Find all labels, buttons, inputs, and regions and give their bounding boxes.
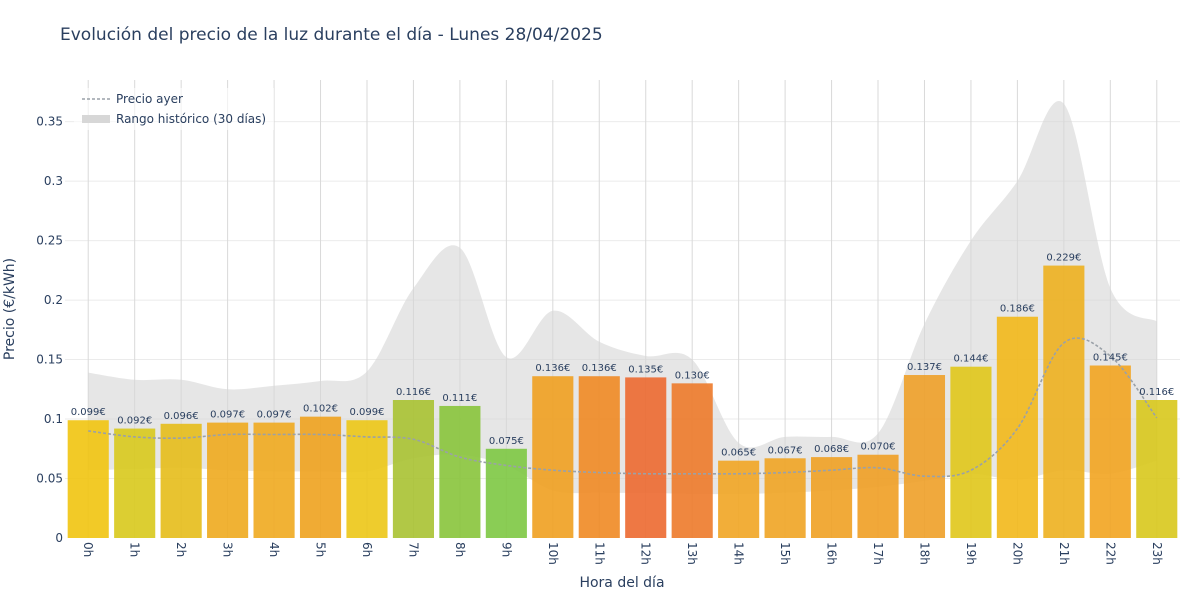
- y-tick-label: 0.05: [36, 472, 63, 486]
- data-label-18h: 0.137€: [907, 362, 942, 373]
- bar-7h: [392, 400, 434, 538]
- x-tick-label: 0h: [81, 542, 95, 557]
- data-label-12h: 0.135€: [628, 364, 663, 375]
- x-tick-label: 21h: [1057, 542, 1071, 565]
- data-label-11h: 0.136€: [582, 363, 617, 374]
- bar-15h: [764, 458, 806, 538]
- data-label-7h: 0.116€: [396, 387, 431, 398]
- data-label-14h: 0.065€: [721, 448, 756, 459]
- y-axis-ticks: 0 0.05 0.1 0.15 0.2 0.25 0.3 0.35: [36, 115, 63, 545]
- bar-0h: [67, 420, 109, 538]
- data-label-1h: 0.092€: [117, 416, 152, 427]
- data-label-10h: 0.136€: [535, 363, 570, 374]
- x-tick-label: 3h: [221, 542, 235, 557]
- x-tick-label: 8h: [453, 542, 467, 557]
- x-tick-label: 15h: [778, 542, 792, 565]
- x-tick-label: 9h: [499, 542, 513, 557]
- bar-5h: [299, 416, 342, 538]
- x-tick-label: 19h: [964, 542, 978, 565]
- data-label-2h: 0.096€: [164, 411, 199, 422]
- yesterday-line-group: [88, 337, 1158, 478]
- legend-range-swatch: [82, 115, 110, 123]
- x-axis-title: Hora del día: [579, 575, 664, 591]
- data-label-13h: 0.130€: [675, 370, 710, 381]
- legend-yesterday-label: Precio ayer: [116, 92, 183, 106]
- y-tick-label: 0.2: [44, 293, 63, 307]
- x-tick-label: 17h: [871, 542, 885, 565]
- x-tick-label: 7h: [406, 542, 420, 557]
- data-label-5h: 0.102€: [303, 404, 338, 415]
- data-label-19h: 0.144€: [953, 354, 988, 365]
- bar-10h: [532, 376, 574, 538]
- bar-8h: [439, 405, 481, 538]
- y-tick-label: 0: [55, 531, 63, 545]
- y-tick-label: 0.3: [44, 174, 63, 188]
- bar-4h: [253, 422, 295, 538]
- x-tick-label: 12h: [639, 542, 653, 565]
- bar-3h: [207, 422, 249, 538]
- x-tick-label: 20h: [1010, 542, 1024, 565]
- bar-22h: [1089, 365, 1131, 538]
- bar-9h: [485, 448, 527, 538]
- bar-11h: [578, 376, 620, 538]
- chart-title: Evolución del precio de la luz durante e…: [60, 25, 603, 45]
- legend-range-label: Rango histórico (30 días): [116, 112, 266, 126]
- x-tick-label: 5h: [314, 542, 328, 557]
- bar-2h: [160, 423, 202, 538]
- yesterday-price-line: [88, 337, 1158, 478]
- bar-6h: [346, 420, 388, 538]
- x-tick-label: 6h: [360, 542, 374, 557]
- historical-range-band: [88, 100, 1157, 495]
- x-axis-ticks: 0h 1h 2h 3h 4h 5h 6h 7h 8h 9h 10h 11h 12h 13h 14h 15h 16…: [81, 542, 1164, 565]
- legend: Precio ayer Rango histórico (30 días): [74, 88, 274, 130]
- x-tick-label: 18h: [917, 542, 931, 565]
- data-label-21h: 0.229€: [1046, 253, 1081, 264]
- data-label-0h: 0.099€: [71, 407, 106, 418]
- bar-21h: [1043, 265, 1085, 538]
- bars: [67, 265, 1178, 538]
- y-tick-label: 0.1: [44, 412, 63, 426]
- y-tick-label: 0.15: [36, 353, 63, 367]
- data-label-22h: 0.145€: [1093, 353, 1128, 364]
- bar-20h: [996, 316, 1038, 538]
- data-label-16h: 0.068€: [814, 444, 849, 455]
- x-tick-label: 22h: [1103, 542, 1117, 565]
- bar-12h: [625, 377, 667, 538]
- data-label-17h: 0.070€: [861, 442, 896, 453]
- bar-1h: [114, 428, 156, 538]
- x-tick-label: 4h: [267, 542, 281, 557]
- data-label-3h: 0.097€: [210, 410, 245, 421]
- x-tick-label: 16h: [825, 542, 839, 565]
- x-tick-label: 23h: [1150, 542, 1164, 565]
- data-label-8h: 0.111€: [442, 393, 477, 404]
- x-tick-label: 1h: [128, 542, 142, 557]
- bar-18h: [903, 375, 946, 538]
- bar-23h: [1136, 400, 1178, 538]
- x-tick-label: 2h: [174, 542, 188, 557]
- y-tick-label: 0.35: [36, 115, 63, 129]
- bar-19h: [950, 366, 992, 538]
- x-tick-label: 13h: [685, 542, 699, 565]
- data-label-6h: 0.099€: [349, 407, 384, 418]
- data-label-15h: 0.067€: [768, 445, 803, 456]
- bar-16h: [811, 457, 853, 538]
- historical-range-area: [88, 100, 1157, 495]
- data-label-4h: 0.097€: [257, 410, 292, 421]
- data-label-20h: 0.186€: [1000, 304, 1035, 315]
- data-label-23h: 0.116€: [1139, 387, 1174, 398]
- bar-14h: [718, 460, 760, 538]
- bar-13h: [671, 383, 713, 538]
- y-axis-title: Precio (€/kWh): [2, 258, 18, 360]
- y-tick-label: 0.25: [36, 234, 63, 248]
- data-label-9h: 0.075€: [489, 436, 524, 447]
- data-labels: 0.099€ 0.092€ 0.096€ 0.097€ 0.097€ 0.102€ 0.09…: [71, 253, 1175, 459]
- x-tick-label: 14h: [732, 542, 746, 565]
- x-tick-label: 11h: [592, 542, 606, 565]
- x-tick-label: 10h: [546, 542, 560, 565]
